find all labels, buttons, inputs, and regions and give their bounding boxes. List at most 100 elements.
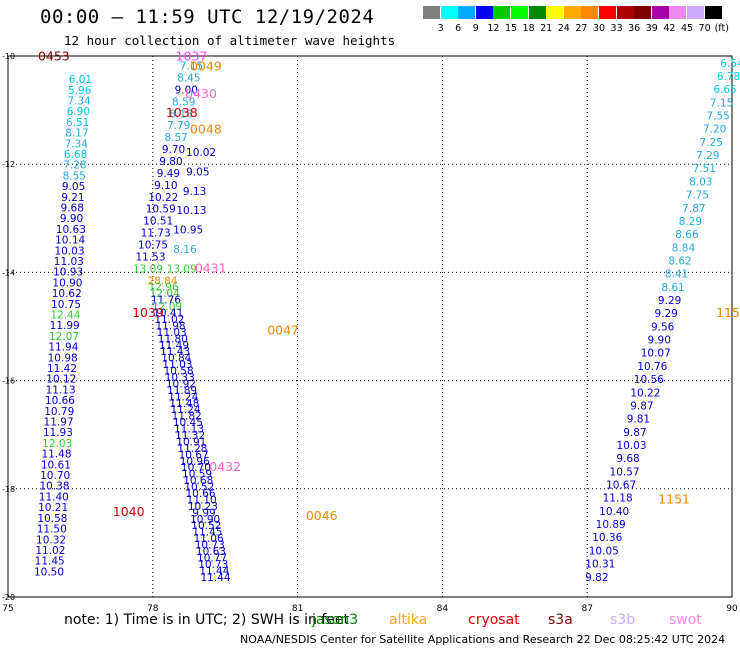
color-bar-cell [704, 6, 722, 19]
pass-time-label: 1150 [716, 305, 740, 320]
wave-height-value: 11.98 [156, 320, 186, 332]
pass-time-label: 1039 [132, 305, 164, 320]
wave-height-value: 10.36 [592, 532, 622, 544]
wave-height-value: 7.75 [686, 190, 709, 202]
wave-height-value: 10.61 [41, 459, 71, 471]
wave-height-value: 8.41 [665, 269, 688, 281]
wave-height-value: 10.70 [181, 462, 211, 474]
wave-height-value: 11.76 [151, 295, 181, 307]
wave-height-value: 10.73 [195, 540, 225, 552]
wave-height-value: 6.90 [67, 106, 90, 118]
wave-height-value: 11.03 [162, 359, 192, 371]
wave-height-value: 9.90 [60, 213, 83, 225]
pass-time-label: 0048 [190, 121, 222, 136]
wave-height-value: 10.95 [173, 225, 203, 237]
wave-height-value: 8.03 [689, 176, 712, 188]
wave-height-value: 10.79 [44, 406, 74, 418]
wave-height-value: 9.29 [658, 295, 681, 307]
wave-height-value: 9.90 [648, 335, 671, 347]
wave-height-value: 7.87 [682, 203, 705, 215]
y-tick-label: -14 [2, 268, 15, 277]
wave-height-value: 11.02 [154, 314, 184, 326]
x-tick-label: 90 [726, 604, 738, 614]
wave-height-value: 11.24 [168, 391, 198, 403]
wave-height-value: 6.78 [717, 71, 740, 83]
wave-height-value: 11.43 [160, 346, 190, 358]
chart-title: 00:00 – 11:59 UTC 12/19/2024 [40, 6, 375, 28]
wave-height-value: 10.13 [176, 205, 206, 217]
color-bar-cell [634, 6, 652, 19]
footnote: note: 1) Time is in UTC; 2) SWH is in fe… [64, 612, 350, 628]
wave-height-value: 11.10 [187, 494, 217, 506]
pass-time-label: 0047 [267, 323, 299, 338]
x-tick-label: 84 [437, 604, 449, 614]
wave-height-value: 9.13 [183, 186, 206, 198]
color-bar-label: 18 [522, 23, 535, 34]
wave-height-value: 11.32 [175, 430, 205, 442]
pass-time-label: 0431 [195, 260, 227, 275]
wave-height-value: 12.44 [50, 310, 80, 322]
wave-height-value: 10.66 [45, 395, 75, 407]
wave-height-value: 10.57 [610, 466, 640, 478]
wave-height-value: 8.16 [173, 244, 197, 256]
color-bar-cell [599, 6, 616, 19]
wave-height-value: 10.63 [196, 546, 226, 558]
wave-height-value: 9.68 [616, 453, 639, 465]
color-bar-cell [687, 6, 704, 19]
wave-height-value: 8.29 [679, 216, 702, 228]
wave-height-value: 10.90 [190, 514, 220, 526]
wave-height-value: 10.98 [48, 352, 78, 364]
wave-height-value: 7.79 [167, 120, 190, 132]
wave-height-value: 10.22 [630, 387, 660, 399]
wave-height-value: 9.80 [159, 156, 182, 168]
wave-height-value: 10.12 [46, 374, 76, 386]
wave-height-value: 10.76 [637, 361, 667, 373]
wave-height-value: 12.03 [42, 438, 72, 450]
satellite-s3a: s3a [548, 612, 573, 628]
satellite-s3b: s3b [610, 612, 636, 628]
wave-height-value: 9.87 [630, 400, 653, 412]
wave-height-value: 11.13 [174, 424, 204, 436]
wave-height-value: 11.53 [135, 251, 165, 263]
wave-height-value: 7.29 [696, 150, 719, 162]
y-tick-label: -16 [2, 377, 15, 386]
y-tick-label: -12 [2, 160, 15, 169]
wave-height-value: 7.51 [693, 163, 716, 175]
wave-height-value: 10.59 [146, 204, 176, 216]
credit-line: NOAA/NESDIS Center for Satellite Applica… [240, 633, 726, 646]
pass-time-label: 1151 [658, 491, 690, 506]
pass-time-label: 0453 [38, 48, 70, 63]
wave-height-value: 10.03 [54, 245, 84, 257]
wave-height-value: 11.45 [35, 556, 65, 568]
color-bar-label: 21 [540, 23, 553, 34]
color-bar-cell [475, 6, 493, 19]
wave-height-value: 8.57 [164, 132, 187, 144]
wave-height-value: 10.58 [37, 513, 67, 525]
wave-height-value: 28.84 [147, 275, 177, 287]
wave-height-value: 10.02 [186, 147, 216, 159]
wave-height-value: 9.99 [192, 507, 215, 519]
color-bar-label: 15 [504, 23, 518, 34]
wave-height-value: 10.67 [606, 480, 636, 492]
wave-height-value: 7.34 [67, 95, 91, 107]
color-bar-label: 33 [610, 23, 623, 34]
wave-height-value: 11.13 [46, 384, 76, 396]
wave-height-value: 8.17 [65, 128, 88, 140]
color-bar-cell [651, 6, 669, 19]
wave-height-value: 10.23 [188, 501, 218, 513]
pass-time-label: 1040 [113, 504, 145, 519]
color-bar-cell [563, 6, 581, 19]
wave-height-value: 10.93 [53, 267, 83, 279]
pass-time-label: 0046 [306, 508, 338, 523]
wave-height-value: 11.82 [172, 411, 202, 423]
wave-height-value: 7.34 [65, 138, 89, 150]
wave-height-value: 10.70 [40, 470, 70, 482]
wave-height-value: 6.54 [720, 58, 740, 70]
wave-height-value: 8.45 [177, 72, 200, 84]
pass-time-label: 0049 [190, 59, 222, 74]
wave-height-value: 11.49 [159, 340, 189, 352]
wave-height-value: 11.02 [35, 545, 65, 557]
color-bar-label: 12 [487, 23, 500, 34]
wave-height-value: 10.31 [585, 559, 615, 571]
wave-height-value: 8.18 [169, 108, 192, 120]
